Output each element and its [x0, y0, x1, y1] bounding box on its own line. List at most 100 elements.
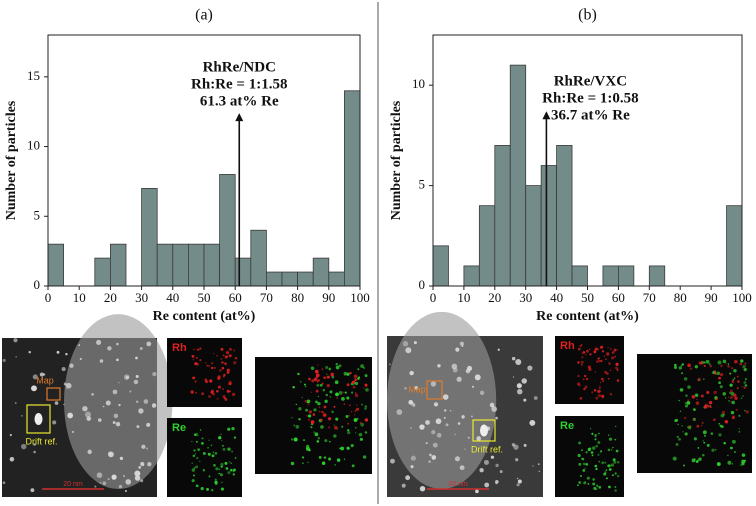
- speckle: [33, 450, 36, 454]
- speckle: [578, 462, 582, 466]
- speckle: [589, 348, 591, 351]
- speckle: [717, 360, 722, 365]
- speckle: [341, 397, 345, 401]
- speckle: [484, 482, 490, 488]
- speckle: [30, 488, 35, 493]
- speckle: [351, 380, 355, 384]
- speckle: [592, 482, 596, 486]
- bar: [250, 229, 267, 287]
- annotation: Rh:Re = 1:0.58: [542, 90, 638, 106]
- speckle: [228, 347, 232, 351]
- map-box: [46, 387, 61, 401]
- speckle: [196, 432, 198, 435]
- speckle: [201, 392, 205, 396]
- speckle: [139, 347, 143, 350]
- speckle: [738, 428, 740, 430]
- speckle: [705, 359, 710, 364]
- speckle: [445, 423, 449, 427]
- speckle: [593, 389, 597, 392]
- speckle: [706, 390, 710, 394]
- speckle: [96, 339, 102, 346]
- speckle: [210, 444, 213, 447]
- speckle: [730, 396, 733, 399]
- speckle: [608, 485, 611, 489]
- speckle: [678, 366, 683, 370]
- speckle: [329, 390, 333, 394]
- haze: [64, 314, 173, 490]
- speckle: [349, 371, 352, 375]
- speckle: [454, 433, 456, 435]
- speckle: [479, 390, 485, 396]
- speckle: [538, 470, 540, 472]
- speckle: [233, 436, 237, 439]
- bar: [281, 271, 299, 287]
- speckle: [353, 418, 358, 422]
- speckle: [226, 389, 230, 393]
- speckle: [700, 394, 704, 398]
- speckle: [328, 426, 331, 429]
- speckle: [413, 341, 417, 345]
- speckle: [577, 484, 579, 487]
- speckle: [461, 415, 465, 419]
- speckle: [615, 362, 619, 366]
- speckle: [583, 387, 586, 391]
- speckle: [584, 467, 586, 469]
- speckle: [196, 434, 199, 437]
- drift-box: [472, 419, 496, 442]
- speckle: [91, 392, 95, 396]
- speckle: [231, 450, 234, 453]
- speckle: [316, 440, 320, 443]
- x-tick-label: 40: [166, 290, 179, 305]
- drift-particle: [34, 413, 43, 425]
- speckle: [330, 372, 334, 377]
- speckle: [143, 399, 149, 404]
- speckle: [321, 410, 324, 414]
- speckle: [78, 344, 81, 346]
- speckle: [343, 371, 348, 376]
- speckle: [432, 442, 438, 448]
- speckle: [716, 462, 721, 466]
- drift-label: Drift ref.: [25, 436, 57, 446]
- speckle: [495, 463, 499, 468]
- speckle: [305, 408, 308, 412]
- speckle: [194, 362, 197, 365]
- speckle: [585, 354, 587, 356]
- speckle: [313, 408, 317, 412]
- y-tick-label: 15: [27, 68, 40, 83]
- speckle: [232, 473, 235, 476]
- speckle: [742, 364, 746, 369]
- speckle: [362, 455, 367, 459]
- speckle: [301, 456, 305, 459]
- speckle: [614, 489, 617, 492]
- speckle: [317, 401, 321, 406]
- speckle: [733, 451, 736, 454]
- speckle: [293, 437, 298, 442]
- speckle: [112, 389, 118, 395]
- speckle: [298, 407, 302, 411]
- speckle: [605, 469, 608, 471]
- speckle: [722, 392, 726, 396]
- speckle: [342, 391, 345, 394]
- speckle: [351, 464, 355, 468]
- speckle: [323, 376, 326, 380]
- x-tick-label: 80: [291, 290, 304, 305]
- speckle: [578, 441, 581, 445]
- speckle: [597, 453, 600, 456]
- speckle: [729, 383, 733, 387]
- speckle: [741, 367, 744, 369]
- speckle: [209, 379, 213, 383]
- speckle: [516, 477, 519, 480]
- speckle: [112, 421, 116, 424]
- speckle: [452, 367, 458, 373]
- speckle: [210, 366, 214, 370]
- speckle: [220, 433, 222, 436]
- speckle: [533, 396, 538, 400]
- speckle: [324, 439, 328, 443]
- speckle: [582, 468, 586, 472]
- speckle: [354, 414, 356, 416]
- speckle: [679, 388, 684, 392]
- speckle: [336, 458, 341, 462]
- speckle: [223, 373, 226, 377]
- speckle: [735, 408, 738, 411]
- speckle: [111, 474, 117, 480]
